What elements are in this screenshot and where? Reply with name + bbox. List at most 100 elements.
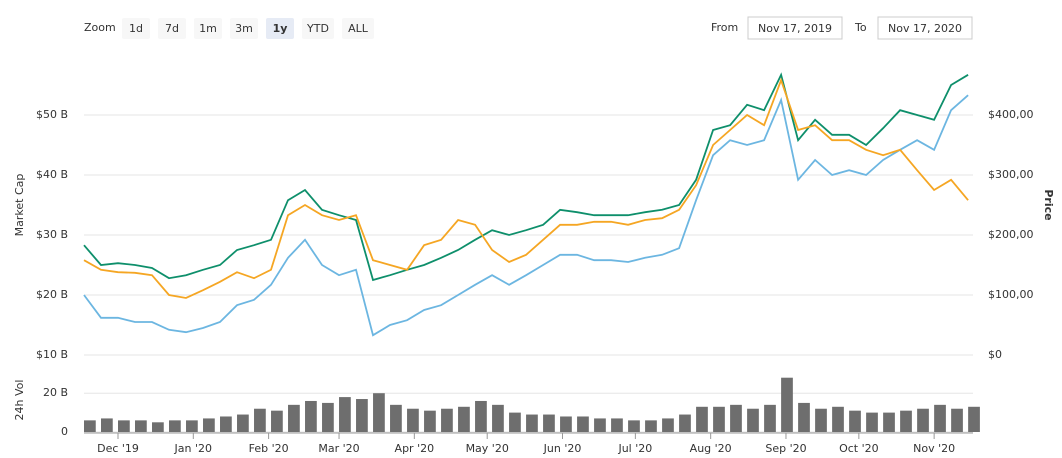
range-button-label[interactable]: 3m (235, 22, 253, 35)
volume-bar (135, 420, 147, 432)
volume-bar (900, 410, 912, 432)
volume-bar (628, 420, 640, 432)
x-tick-label: Jun '20 (543, 442, 582, 455)
volume-bar (968, 406, 980, 432)
y-tick-label: $40 B (36, 168, 68, 181)
volume-bar (305, 400, 317, 432)
y2-tick-label: $0 (988, 348, 1002, 361)
volume-bar (152, 422, 164, 432)
range-button[interactable] (158, 18, 186, 39)
volume-bar (934, 404, 946, 432)
volume-bar (492, 404, 504, 432)
volume-bar (849, 410, 861, 432)
range-button-label[interactable]: 1d (129, 22, 143, 35)
volume-bar (832, 406, 844, 432)
range-button[interactable] (194, 18, 222, 39)
volume-bar (764, 404, 776, 432)
x-tick-label: Jan '20 (174, 442, 212, 455)
range-button-label[interactable]: ALL (348, 22, 369, 35)
range-button[interactable] (230, 18, 258, 39)
x-tick-label: May '20 (466, 442, 509, 455)
x-tick-label: Sep '20 (765, 442, 806, 455)
volume-bar (118, 420, 130, 432)
to-value[interactable]: Nov 17, 2020 (888, 22, 962, 35)
range-button[interactable] (302, 18, 334, 39)
volume-bar (254, 408, 266, 432)
y-tick-label: 20 B (43, 386, 68, 399)
series-line (83, 72, 969, 282)
volume-bar (577, 416, 589, 432)
range-button-label[interactable]: 1m (199, 22, 217, 35)
from-input[interactable] (747, 16, 843, 40)
x-tick-label: Nov '20 (913, 442, 955, 455)
volume-bar (424, 410, 436, 432)
volume-bar (203, 418, 215, 432)
y2-axis-title: Price (1042, 189, 1055, 220)
y-tick-label: $10 B (36, 348, 68, 361)
y-tick-label: 0 (61, 425, 68, 438)
from-label: From (711, 21, 738, 34)
volume-bar (679, 414, 691, 432)
volume-bar (611, 418, 623, 432)
y-tick-label: $20 B (36, 288, 68, 301)
volume-bar (662, 418, 674, 432)
y2-tick-label: $400,00 (988, 108, 1034, 121)
range-button-label[interactable]: 7d (165, 22, 179, 35)
x-tick-label: Aug '20 (690, 442, 732, 455)
volume-bar (339, 397, 351, 432)
x-tick-label: Dec '19 (97, 442, 139, 455)
range-button[interactable] (266, 18, 294, 39)
volume-bar (288, 404, 300, 432)
volume-bar (458, 406, 470, 432)
x-tick-label: Mar '20 (318, 442, 359, 455)
range-button-label[interactable]: 1y (273, 22, 288, 35)
volume-bar (373, 393, 385, 432)
volume-bar (747, 408, 759, 432)
series-line (83, 94, 969, 337)
volume-bar (271, 410, 283, 432)
zoom-label: Zoom (84, 21, 116, 34)
volume-bar (186, 420, 198, 432)
series-line (83, 77, 969, 299)
volume-bar (645, 420, 657, 432)
to-label: To (854, 21, 867, 34)
x-tick-label: Apr '20 (395, 442, 435, 455)
volume-bar (441, 408, 453, 432)
volume-bar (407, 408, 419, 432)
volume-bar (713, 406, 725, 432)
volume-bar (543, 414, 555, 432)
volume-bar (84, 420, 96, 432)
y-axis-title: 24h Vol (13, 380, 26, 421)
volume-bar (237, 414, 249, 432)
volume-bar (509, 412, 521, 432)
volume-bar (560, 416, 572, 432)
y2-tick-label: $300,00 (988, 168, 1034, 181)
x-tick-label: Feb '20 (249, 442, 289, 455)
volume-bar (526, 414, 538, 432)
range-button[interactable] (122, 18, 150, 39)
volume-bar (798, 402, 810, 432)
y2-tick-label: $100,00 (988, 288, 1034, 301)
volume-bar (866, 412, 878, 432)
to-input[interactable] (877, 16, 973, 40)
volume-bar (730, 404, 742, 432)
volume-bar (951, 408, 963, 432)
volume-bar (815, 408, 827, 432)
y-axis-title: Market Cap (13, 174, 26, 237)
x-tick-label: Oct '20 (839, 442, 879, 455)
range-button-label[interactable]: YTD (306, 22, 329, 35)
y2-tick-label: $200,00 (988, 228, 1034, 241)
volume-bar (781, 377, 793, 432)
volume-bar (883, 412, 895, 432)
from-value[interactable]: Nov 17, 2019 (758, 22, 832, 35)
volume-bar (101, 418, 113, 432)
volume-bar (696, 406, 708, 432)
range-button[interactable] (342, 18, 374, 39)
volume-bar (390, 404, 402, 432)
volume-bar (356, 399, 368, 432)
volume-bar (220, 416, 232, 432)
volume-bar (917, 408, 929, 432)
volume-bar (475, 400, 487, 432)
